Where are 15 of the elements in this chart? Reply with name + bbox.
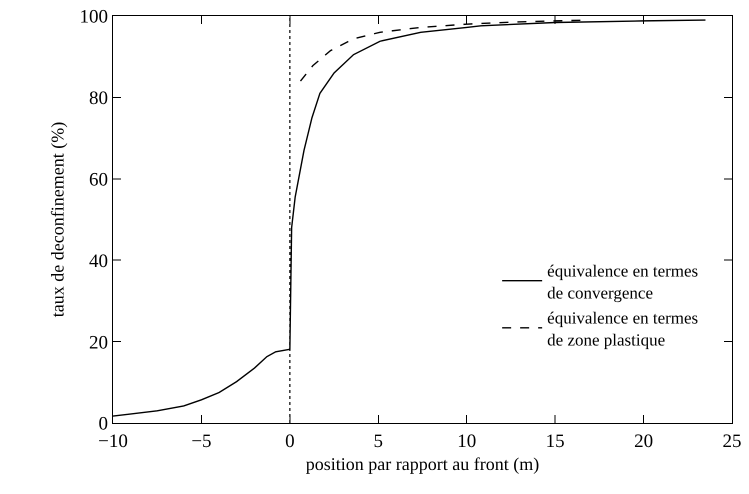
y-tick-label: 100 bbox=[80, 6, 108, 28]
y-tick-label: 20 bbox=[89, 332, 108, 354]
x-tick-label: 15 bbox=[546, 430, 565, 452]
x-tick-label: 0 bbox=[285, 430, 295, 452]
x-tick-label: 25 bbox=[722, 430, 742, 452]
x-tick-label: 10 bbox=[457, 430, 476, 452]
x-tick-label: 20 bbox=[634, 430, 654, 452]
x-tick-label: 5 bbox=[374, 430, 384, 452]
y-tick-label: 60 bbox=[89, 169, 108, 190]
y-axis-title: taux de deconfinement (%) bbox=[48, 122, 68, 318]
y-tick-label: 80 bbox=[89, 88, 108, 110]
y-tick-label: 40 bbox=[89, 250, 108, 272]
x-axis-title: position par rapport au front (m) bbox=[306, 454, 540, 474]
legend-label: équivalence en termes de zone plastique bbox=[547, 308, 698, 350]
x-tick-label: −5 bbox=[191, 430, 212, 452]
